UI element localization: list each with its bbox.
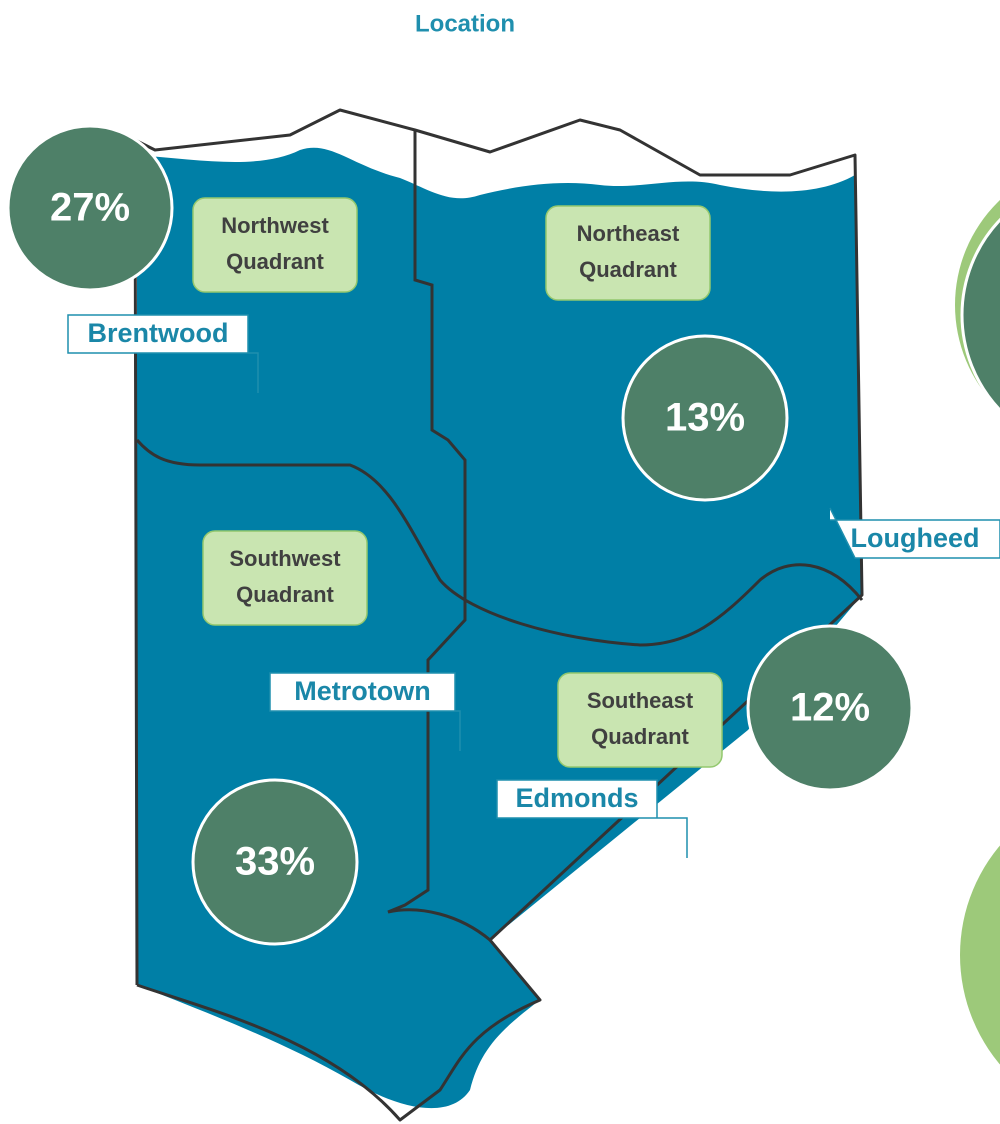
callout <box>496 779 688 858</box>
quadrant-box <box>192 197 358 293</box>
area-label: Edmonds <box>515 783 638 813</box>
percent-circle <box>6 124 174 292</box>
deco-circle-green <box>960 845 1000 1065</box>
percent-circle <box>621 334 789 502</box>
quadrant-label: Quadrant <box>236 582 334 607</box>
quadrant-label: Southwest <box>229 546 341 571</box>
percent-label: 33% <box>235 840 315 884</box>
quadrant-label: Quadrant <box>591 724 689 749</box>
boundary-ew <box>135 439 864 647</box>
quadrant-label: Quadrant <box>226 249 324 274</box>
percent-circle <box>746 624 914 792</box>
percent-circle <box>191 778 359 946</box>
map-outline <box>133 108 864 1122</box>
percent-label: 12% <box>790 686 870 730</box>
area-label: Lougheed <box>851 523 980 553</box>
title: Location <box>415 10 515 37</box>
quadrant-label: Quadrant <box>579 257 677 282</box>
quadrant-box <box>202 530 368 626</box>
quadrant-label: Southeast <box>587 688 694 713</box>
callout <box>67 314 259 393</box>
area-label: Metrotown <box>294 676 430 706</box>
callout <box>829 507 1000 559</box>
deco-circle <box>960 217 1000 413</box>
callout <box>269 672 461 751</box>
percent-label: 13% <box>665 396 745 440</box>
quadrant-box <box>545 205 711 301</box>
area-label: Brentwood <box>88 318 229 348</box>
quadrant-label: Northeast <box>577 221 680 246</box>
quadrant-label: Northwest <box>221 213 329 238</box>
percent-label: 27% <box>50 186 130 230</box>
boundary-ns <box>387 130 491 942</box>
quadrant-box <box>557 672 723 768</box>
